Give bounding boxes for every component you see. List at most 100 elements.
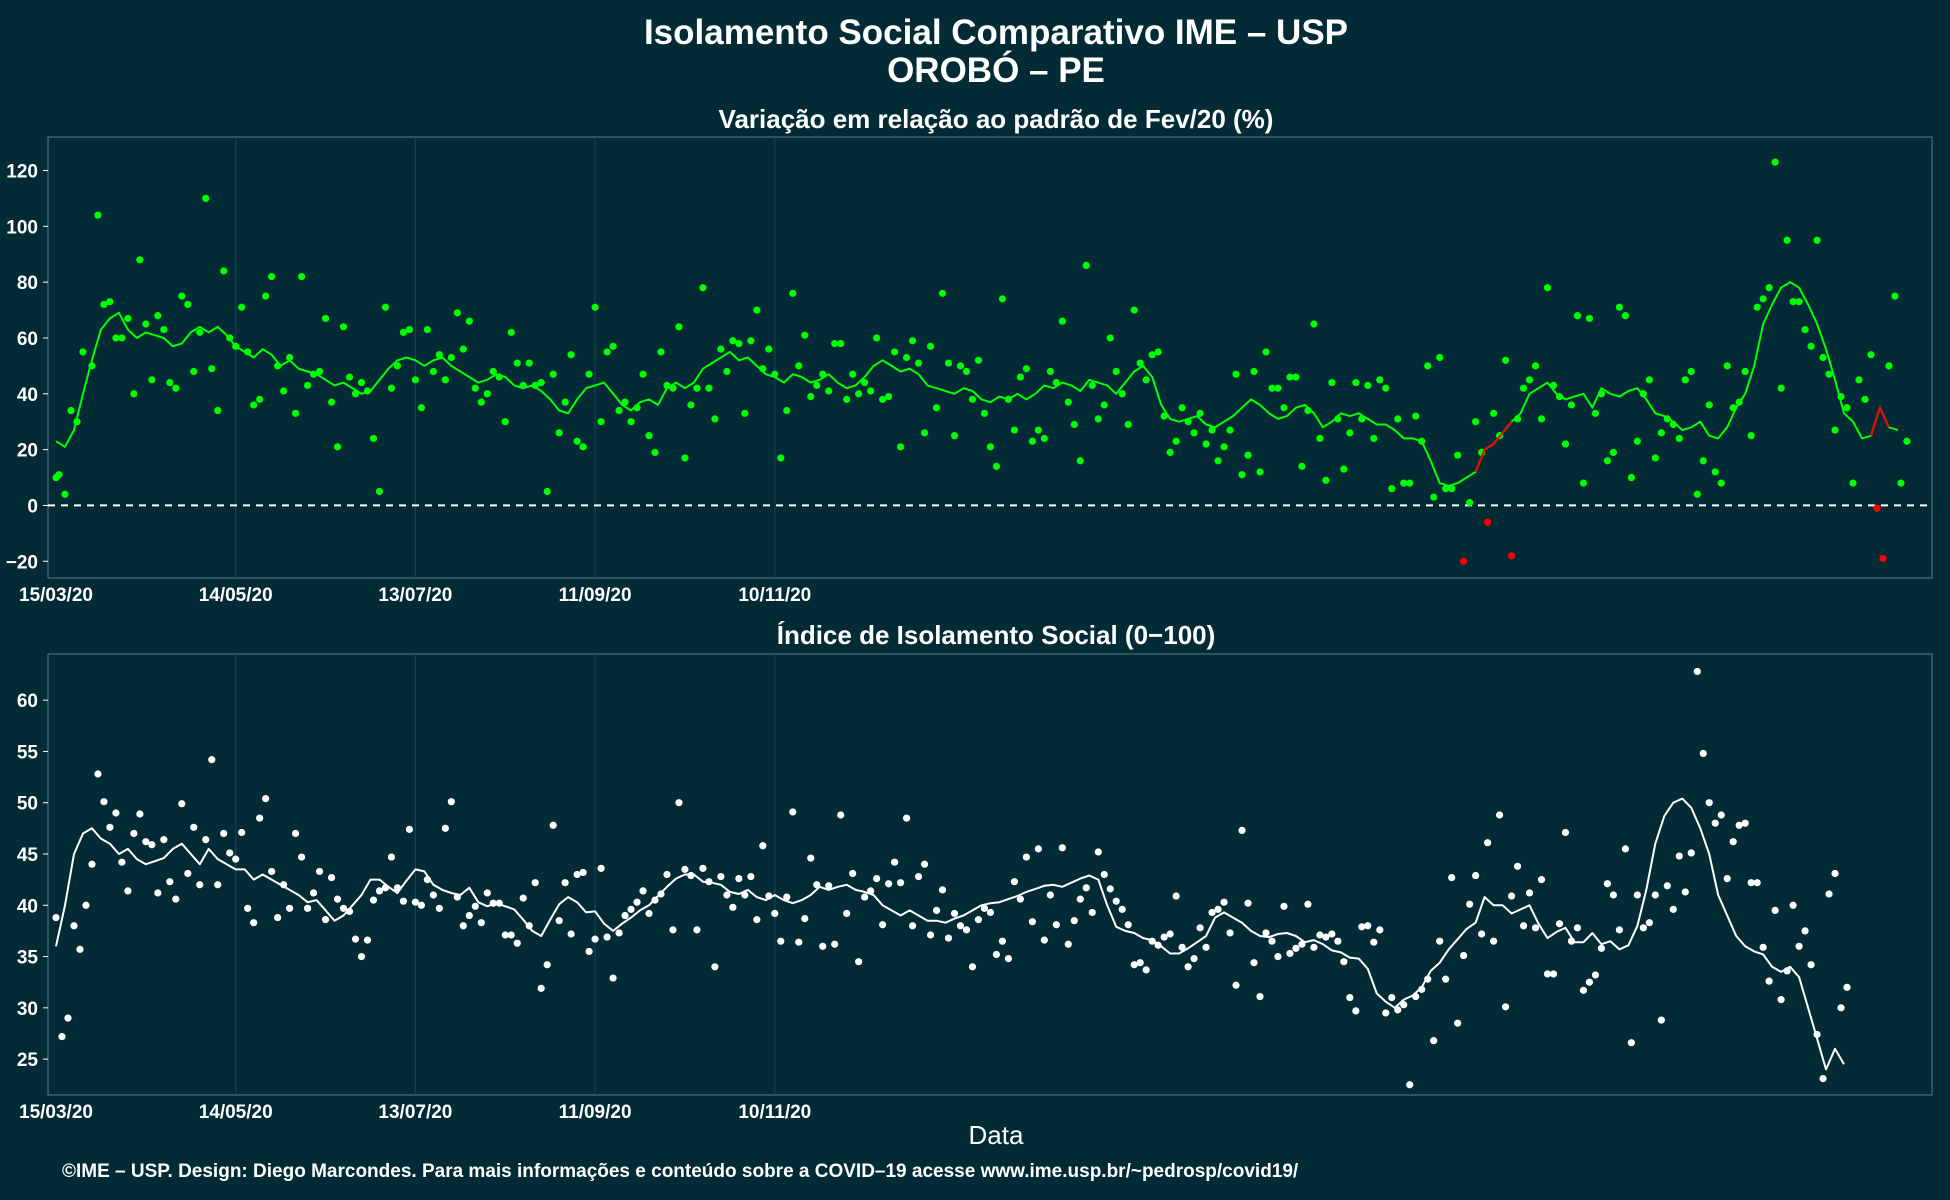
data-point	[1166, 930, 1174, 938]
data-point	[1106, 885, 1114, 893]
data-point	[1442, 975, 1450, 983]
data-point	[1016, 373, 1024, 381]
data-point	[783, 406, 791, 415]
data-point	[256, 814, 264, 822]
data-point	[387, 384, 396, 392]
data-point	[411, 898, 419, 906]
data-point	[1597, 944, 1606, 952]
data-point	[345, 373, 354, 381]
data-point	[1657, 1016, 1665, 1024]
data-point	[873, 334, 881, 342]
data-point	[55, 471, 63, 479]
y-tick-label: 100	[6, 217, 38, 238]
data-point	[843, 395, 851, 403]
data-point	[106, 298, 114, 306]
data-point	[1472, 418, 1480, 426]
data-point	[166, 379, 174, 387]
data-point	[795, 938, 803, 946]
x-tick-label: 11/09/20	[559, 1102, 632, 1123]
data-point	[831, 339, 839, 348]
data-point	[471, 384, 479, 392]
data-point	[136, 810, 144, 818]
data-point	[142, 838, 150, 846]
data-point	[1735, 821, 1743, 829]
data-point	[597, 864, 605, 872]
data-point	[1352, 1007, 1360, 1015]
data-point	[633, 898, 641, 906]
data-point	[315, 367, 324, 376]
data-point	[549, 821, 557, 829]
data-point	[1543, 970, 1552, 978]
data-point	[268, 867, 276, 876]
data-point	[699, 284, 707, 292]
data-point	[1531, 924, 1540, 932]
data-point	[453, 309, 461, 317]
data-point	[333, 443, 342, 451]
data-point	[64, 1014, 72, 1022]
data-point	[1268, 384, 1276, 392]
data-point	[1454, 1019, 1462, 1027]
data-point	[1046, 367, 1054, 376]
data-point	[561, 398, 569, 406]
data-point	[262, 795, 270, 803]
data-point	[100, 798, 108, 806]
data-point	[585, 947, 593, 956]
data-point	[914, 359, 923, 367]
data-point	[579, 868, 587, 877]
data-point	[1160, 412, 1168, 420]
data-point	[902, 353, 911, 362]
data-point	[357, 379, 366, 387]
data-point	[1753, 303, 1761, 311]
data-point	[1711, 819, 1719, 827]
data-point	[1609, 448, 1617, 456]
data-point	[885, 880, 893, 888]
data-point	[1490, 409, 1498, 417]
data-point	[417, 404, 425, 412]
data-point	[411, 376, 419, 384]
data-point	[807, 854, 815, 862]
data-point	[58, 1032, 66, 1041]
data-point	[1813, 236, 1821, 244]
data-point	[1058, 844, 1066, 852]
data-point	[441, 824, 449, 832]
data-point	[1058, 317, 1066, 325]
data-point	[327, 873, 336, 882]
data-point	[735, 875, 743, 883]
data-point	[1825, 890, 1833, 898]
data-point	[962, 926, 971, 934]
x-tick-label: 10/11/20	[738, 1102, 811, 1123]
data-point	[1603, 457, 1612, 465]
data-point	[1268, 937, 1276, 945]
data-point	[1274, 384, 1282, 392]
data-point	[1561, 440, 1570, 448]
data-point	[1537, 415, 1546, 423]
y-tick-label: 20	[17, 441, 38, 462]
data-point	[1154, 348, 1162, 356]
data-point	[717, 345, 725, 353]
data-point	[1214, 457, 1222, 465]
data-point	[1202, 440, 1210, 448]
data-point	[1615, 926, 1623, 934]
data-point	[309, 889, 318, 897]
y-tick-label: −20	[6, 552, 38, 573]
data-point	[1639, 924, 1647, 932]
y-tick-label: 55	[17, 742, 39, 763]
data-point	[82, 901, 90, 909]
data-point	[1699, 457, 1707, 465]
y-tick-label: 60	[17, 691, 38, 712]
data-point	[567, 930, 575, 938]
data-point	[160, 325, 168, 334]
data-point	[178, 292, 186, 300]
data-point	[1256, 468, 1264, 476]
data-point	[1274, 952, 1282, 961]
data-point	[1220, 898, 1228, 906]
data-point	[1759, 943, 1767, 951]
data-point	[1579, 479, 1588, 487]
data-point	[1190, 429, 1198, 437]
data-point	[429, 367, 437, 376]
data-point	[1675, 852, 1683, 860]
data-point	[52, 913, 60, 922]
data-point	[531, 879, 539, 887]
data-point	[896, 879, 905, 887]
